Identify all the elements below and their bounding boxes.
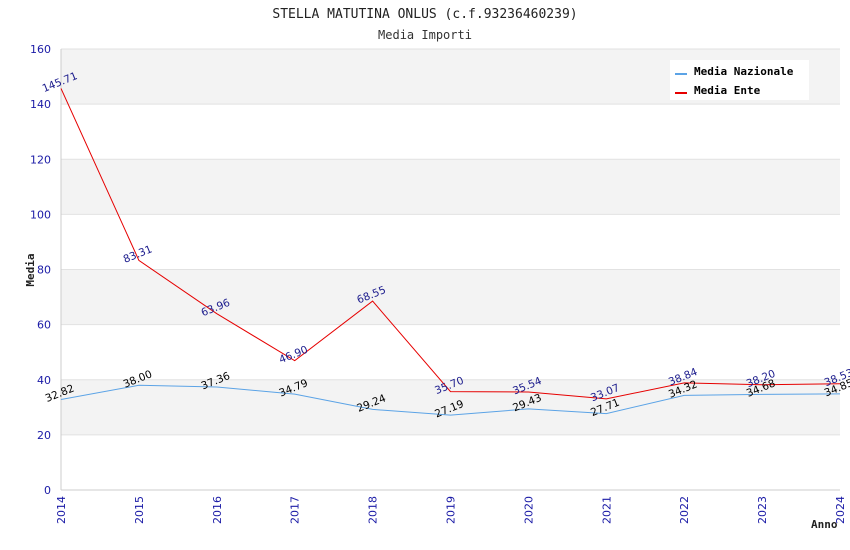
legend: Media Nazionale Media Ente [670, 60, 809, 100]
x-tick-label: 2020 [522, 496, 535, 524]
x-tick-label: 2019 [445, 496, 458, 524]
y-tick-label: 20 [37, 429, 51, 442]
y-tick-labels: 0 20 40 60 80 100 120 140 160 [30, 43, 51, 497]
grid-band [61, 159, 840, 215]
x-tick-labels: 2014 2015 2016 2017 2018 2019 2020 2021 2022 2023… [55, 496, 847, 524]
x-tick-label: 2023 [756, 496, 769, 524]
legend-entry: Media Nazionale [694, 65, 794, 78]
chart-subtitle: Media Importi [378, 28, 472, 42]
data-label: 46.90 [277, 344, 309, 366]
x-axis-label: Anno [811, 518, 838, 531]
series-lines [60, 88, 841, 416]
series-line-0 [60, 384, 841, 416]
y-tick-label: 100 [30, 208, 51, 221]
x-tick-label: 2018 [367, 496, 380, 524]
y-tick-label: 40 [37, 374, 51, 387]
axes [60, 49, 840, 491]
grid-band [61, 379, 840, 435]
x-tick-label: 2017 [289, 496, 302, 524]
y-axis-label: Media [24, 253, 37, 286]
x-tick-label: 2022 [678, 496, 691, 524]
x-tick-label: 2016 [211, 496, 224, 524]
legend-box [670, 60, 809, 100]
y-tick-label: 140 [30, 98, 51, 111]
data-label: 83.31 [122, 243, 154, 265]
gridlines [61, 48, 840, 491]
grid-band [61, 269, 840, 325]
x-tick-label: 2014 [55, 496, 68, 524]
chart-title: STELLA MATUTINA ONLUS (c.f.93236460239) [272, 7, 577, 22]
y-tick-label: 120 [30, 153, 51, 166]
y-tick-label: 160 [30, 43, 51, 56]
y-tick-label: 0 [44, 484, 51, 497]
grid-bands [61, 49, 840, 435]
x-tick-label: 2021 [600, 496, 613, 524]
series-line-1 [60, 88, 841, 400]
legend-entry: Media Ente [694, 84, 761, 97]
y-tick-label: 60 [37, 319, 51, 332]
y-tick-label: 80 [37, 264, 51, 277]
x-tick-label: 2024 [834, 496, 847, 524]
x-tick-label: 2015 [133, 496, 146, 524]
